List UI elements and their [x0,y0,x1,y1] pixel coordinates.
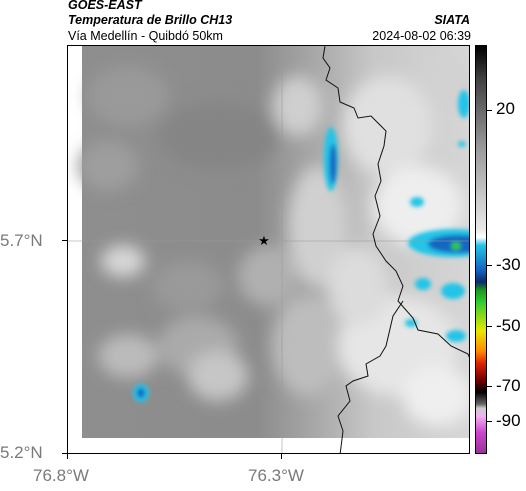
y-tick [62,240,67,241]
agency-label: SIATA [434,13,470,27]
boundary-line-2 [337,300,404,453]
brightness-temperature-field [78,46,469,438]
colorbar-tick [487,386,492,387]
x-tick [281,454,282,459]
map-canvas: ★ [68,46,469,453]
y-tick [62,453,67,454]
satellite-title: GOES-EAST [68,0,142,12]
colorbar-label: -70 [496,376,521,395]
colorbar-tick [487,421,492,422]
colorbar-tick [487,265,492,266]
colorbar-label: -30 [496,255,521,274]
datetime-label: 2024-08-02 06:39 [372,29,471,43]
cold-cloud-tops [133,90,469,402]
colorbar-tick [487,110,492,111]
lon-label: 76.3°W [248,466,304,485]
x-tick [67,454,68,459]
region-subtitle: Vía Medellín - Quibdó 50km [68,29,223,43]
graticule [68,46,469,453]
temperature-colorbar [475,45,487,454]
colorbar-label: -90 [496,411,521,430]
lon-label: 76.8°W [33,466,89,485]
colorbar-label: 20 [496,99,515,118]
lat-label: 5.7°N [0,231,43,250]
colorbar-tick [487,326,492,327]
product-title: Temperatura de Brillo CH13 [68,13,233,27]
boundary-line [322,46,469,358]
colorbar-label: -50 [496,316,521,335]
lat-label: 5.2°N [0,443,43,462]
satellite-map: ★ [67,45,470,454]
star-icon: ★ [258,234,270,249]
